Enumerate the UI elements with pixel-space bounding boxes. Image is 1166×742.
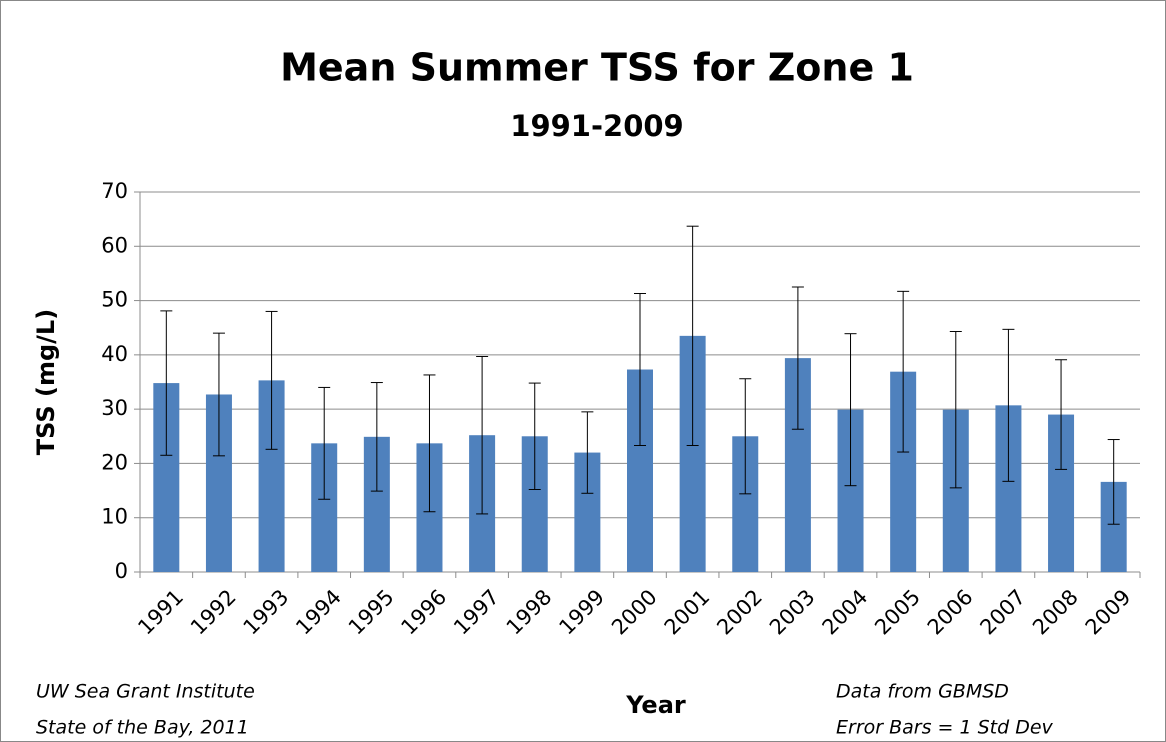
error-bar	[897, 290, 910, 453]
error-bar	[318, 386, 331, 500]
y-tick-label: 30	[101, 396, 128, 420]
x-axis-label: Year	[625, 691, 686, 719]
error-bar	[739, 378, 752, 495]
error-bar	[1055, 359, 1068, 470]
error-bar	[212, 332, 225, 457]
y-axis-label: TSS (mg/L)	[32, 309, 60, 455]
y-tick-label: 10	[101, 505, 128, 529]
y-tick-label: 60	[101, 233, 128, 257]
error-bar	[370, 382, 383, 492]
error-bar	[581, 411, 594, 494]
chart-subtitle: 1991-2009	[510, 109, 683, 143]
error-bar	[476, 355, 489, 515]
y-tick-label: 70	[101, 179, 128, 203]
annotation: Data from GBMSD	[836, 681, 1009, 703]
error-bar	[1107, 439, 1120, 525]
y-tick-label: 0	[115, 559, 128, 583]
error-bar	[1002, 328, 1015, 482]
error-bar	[791, 286, 804, 430]
error-bar	[844, 333, 857, 487]
error-bar	[265, 310, 278, 450]
error-bar	[686, 225, 699, 447]
error-bar	[634, 293, 646, 447]
error-bar	[949, 331, 962, 489]
error-bar	[160, 310, 173, 456]
annotation: State of the Bay, 2011	[36, 717, 249, 739]
annotation: Error Bars = 1 Std Dev	[836, 717, 1054, 739]
chart-title: Mean Summer TSS for Zone 1	[280, 46, 914, 90]
error-bar	[423, 374, 436, 513]
annotation: UW Sea Grant Institute	[36, 681, 255, 703]
error-bar	[528, 382, 541, 490]
y-tick-label: 40	[101, 342, 128, 366]
y-tick-label: 20	[101, 450, 128, 474]
y-tick-label: 50	[101, 288, 128, 312]
